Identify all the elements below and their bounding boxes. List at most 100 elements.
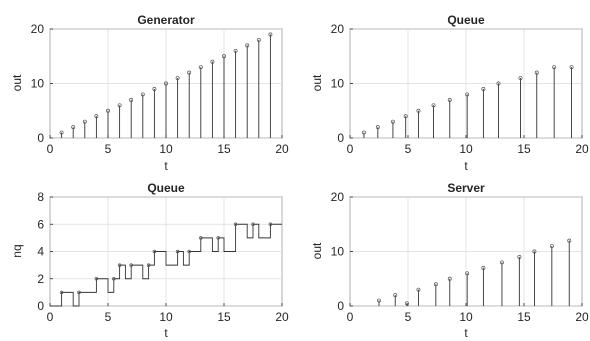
step-marker (129, 263, 133, 267)
y-tick-label: 4 (37, 245, 44, 259)
stem-marker (532, 249, 537, 254)
x-axis-label: t (164, 159, 168, 173)
y-axis-label: out (310, 74, 324, 91)
stem-marker (245, 43, 250, 48)
stem-marker (433, 282, 438, 287)
subplot-queue-out: 0 5 10 15 20 0 10 20 Queue t out (310, 13, 589, 173)
step-marker (59, 290, 64, 295)
stem-marker (140, 92, 145, 97)
x-tick-label: 0 (47, 142, 54, 156)
y-tick-label: 2 (37, 272, 44, 286)
axes-title: Queue (147, 181, 185, 195)
stem-marker (222, 54, 226, 59)
tick-labels: 0 5 10 15 20 0 10 20 (331, 22, 589, 156)
stem-marker (361, 130, 366, 135)
stem-marker (567, 238, 572, 243)
stem-marker (94, 114, 99, 119)
stem-marker (117, 103, 122, 108)
stem-marker (233, 48, 238, 53)
x-tick-label: 15 (517, 310, 531, 324)
stem-marker (198, 65, 203, 70)
axes-title: Server (447, 181, 485, 195)
stem-marker (431, 103, 436, 108)
stem-marker (164, 81, 168, 86)
subplot-generator: 0 5 10 15 20 0 10 20 Generator t out (10, 13, 289, 173)
step-marker (216, 236, 220, 240)
x-axis-label: t (164, 326, 168, 340)
y-tick-label: 20 (31, 22, 45, 36)
x-tick-label: 15 (217, 310, 231, 324)
step-marker (233, 222, 238, 227)
stem-marker (71, 125, 76, 130)
tick-labels: 0 5 10 15 20 0 10 20 (331, 190, 589, 324)
tick-labels: 0 5 10 15 20 0 2 4 6 8 (37, 190, 289, 324)
stem-marker (129, 97, 134, 102)
stem-marker (465, 92, 470, 97)
y-tick-label: 0 (337, 299, 344, 313)
stem-marker (175, 76, 180, 81)
axes-title: Generator (137, 13, 195, 27)
y-tick-label: 20 (331, 22, 345, 36)
stem-marker (416, 287, 421, 292)
step-line (50, 223, 282, 307)
x-tick-label: 10 (159, 142, 173, 156)
x-tick-label: 15 (517, 142, 531, 156)
step-marker (251, 222, 255, 227)
axes-title: Queue (447, 13, 485, 27)
x-tick-label: 10 (159, 310, 173, 324)
y-tick-label: 0 (337, 131, 344, 145)
plot-marks (377, 238, 572, 306)
x-tick-label: 20 (275, 310, 289, 324)
step-marker (94, 277, 99, 281)
x-tick-label: 5 (405, 142, 412, 156)
stem-marker (393, 293, 398, 298)
y-tick-label: 10 (331, 77, 345, 91)
x-tick-label: 10 (459, 142, 473, 156)
y-tick-label: 20 (331, 190, 345, 204)
step-marker (268, 222, 273, 227)
tick-labels: 0 5 10 15 20 0 10 20 (31, 22, 289, 156)
plot-marks (59, 32, 273, 138)
y-tick-label: 6 (37, 217, 44, 231)
stem-marker (210, 59, 215, 64)
stem-marker (59, 130, 64, 135)
stem-marker (465, 271, 470, 276)
x-tick-label: 5 (105, 310, 112, 324)
stem-marker (552, 65, 557, 70)
stem-marker (569, 65, 574, 70)
x-tick-label: 20 (575, 310, 589, 324)
step-marker (112, 277, 116, 281)
step-marker (117, 263, 122, 267)
stem-marker (377, 298, 381, 303)
step-marker (77, 290, 81, 295)
step-marker (199, 236, 203, 240)
x-tick-label: 20 (275, 142, 289, 156)
y-axis-label: out (10, 74, 24, 91)
stem-marker (518, 76, 523, 81)
stem-marker (187, 70, 192, 75)
x-tick-label: 0 (347, 142, 354, 156)
stem-marker (152, 86, 157, 91)
stem-marker (390, 119, 395, 124)
plot-marks (50, 222, 282, 307)
stem-marker (256, 37, 261, 42)
step-marker (146, 263, 151, 267)
x-tick-label: 10 (459, 310, 473, 324)
plot-marks (361, 65, 574, 138)
stem-marker (416, 108, 421, 113)
y-tick-label: 0 (37, 299, 44, 313)
y-tick-label: 8 (37, 190, 44, 204)
x-axis-label: t (464, 326, 468, 340)
y-tick-label: 10 (331, 245, 345, 259)
y-axis-label: nq (10, 244, 24, 257)
x-tick-label: 15 (217, 142, 231, 156)
stem-marker (517, 255, 522, 259)
stem-marker (500, 260, 504, 265)
step-marker (175, 249, 180, 254)
x-tick-label: 0 (47, 310, 54, 324)
y-axis-label: out (310, 242, 324, 259)
x-axis-label: t (464, 159, 468, 173)
stem-marker (106, 108, 110, 113)
x-tick-label: 20 (575, 142, 589, 156)
